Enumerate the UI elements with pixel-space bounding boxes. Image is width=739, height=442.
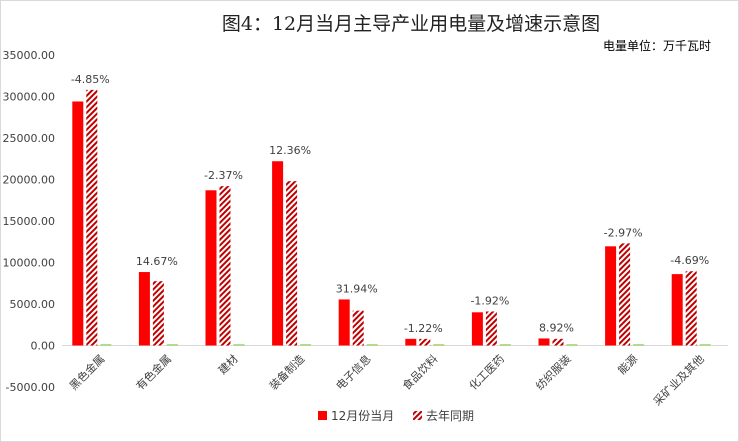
unit-note: 电量单位：万千瓦时 (603, 38, 711, 53)
x-tick-label: 化工医药 (466, 352, 507, 393)
legend-label: 12月份当月 (331, 409, 394, 423)
aux-series-bar (566, 344, 578, 346)
aux-series-bar (233, 344, 245, 346)
current-month-bar (272, 161, 284, 346)
chart-title: 图4：12月当月主导产业用电量及增速示意图 (222, 13, 600, 35)
aux-series-bar (100, 344, 112, 346)
growth-rate-label: -2.97% (604, 226, 643, 239)
aux-series-bar (499, 344, 511, 346)
y-tick-label: 15000.00 (3, 215, 56, 228)
x-tick-label: 黑色金属 (66, 352, 107, 393)
aux-series-bar (300, 344, 312, 346)
growth-labels: -4.85% 14.67% -2.37% 12.36% 31.94% -1.22% -1.9… (71, 73, 709, 335)
y-tick-label: 5000.00 (10, 298, 56, 311)
current-month-bar (138, 272, 150, 346)
growth-rate-label: -4.85% (71, 73, 110, 86)
aux-series-bar (433, 344, 445, 346)
growth-rate-label: -4.69% (670, 254, 709, 267)
growth-rate-label: -1.92% (470, 294, 509, 307)
aux-series-bar (366, 344, 378, 346)
legend-swatch (318, 411, 327, 420)
x-tick-label: 电子信息 (333, 352, 374, 393)
growth-rate-label: 31.94% (336, 282, 378, 295)
bars (72, 89, 711, 346)
last-year-bar (219, 186, 231, 346)
last-year-bar (152, 281, 164, 346)
x-tick-label: 装备制造 (266, 352, 307, 393)
aux-series-bar (166, 344, 178, 346)
aux-series-bar (633, 344, 645, 346)
growth-rate-label: 12.36% (269, 144, 311, 157)
y-tick-label: 0.00 (31, 340, 56, 353)
last-year-bar (552, 338, 564, 346)
x-tick-label: 食品饮料 (399, 352, 440, 393)
y-tick-label: 30000.00 (3, 91, 56, 104)
last-year-bar (685, 271, 697, 346)
current-month-bar (405, 338, 417, 346)
legend-swatch (413, 411, 422, 420)
current-month-bar (605, 246, 617, 346)
last-year-bar (419, 338, 431, 346)
growth-rate-label: -2.37% (204, 169, 243, 182)
aux-series-bar (699, 344, 711, 346)
current-month-bar (671, 274, 683, 346)
current-month-bar (205, 190, 217, 346)
last-year-bar (619, 243, 631, 346)
y-axis: -5000.00 0.00 5000.00 10000.00 15000.00 20000… (3, 49, 728, 394)
y-tick-label: -5000.00 (6, 381, 55, 394)
y-tick-label: 20000.00 (3, 174, 56, 187)
current-month-bar (338, 299, 350, 346)
growth-rate-label: 8.92% (539, 321, 574, 334)
last-year-bar (86, 89, 98, 346)
x-tick-label: 建材 (215, 352, 240, 377)
x-tick-label: 采矿业及其他 (651, 352, 707, 408)
current-month-bar (471, 312, 483, 346)
growth-rate-label: -1.22% (404, 322, 443, 335)
last-year-bar (485, 311, 497, 346)
y-tick-label: 10000.00 (3, 257, 56, 270)
x-tick-label: 能源 (615, 352, 640, 377)
x-tick-label: 纺织服装 (533, 352, 574, 393)
last-year-bar (352, 310, 364, 346)
x-axis: 黑色金属 有色金属 建材 装备制造 电子信息 食品饮料 化工医药 纺织服装 能源 采矿业及其他 (66, 352, 706, 409)
growth-rate-label: 14.67% (136, 255, 178, 268)
legend-label: 去年同期 (426, 409, 474, 423)
y-tick-label: 35000.00 (3, 49, 56, 62)
legend: 12月份当月 去年同期 (318, 409, 474, 423)
x-tick-label: 有色金属 (133, 352, 174, 393)
current-month-bar (538, 338, 550, 346)
current-month-bar (72, 101, 84, 346)
y-tick-label: 25000.00 (3, 132, 56, 145)
last-year-bar (286, 181, 298, 346)
